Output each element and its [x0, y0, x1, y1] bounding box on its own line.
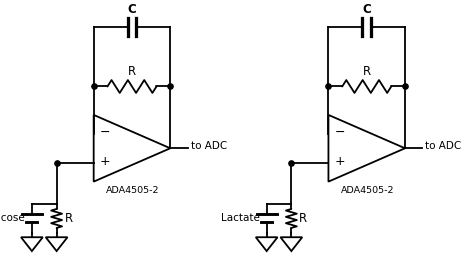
Text: R: R: [299, 212, 308, 225]
Text: −: −: [334, 126, 345, 139]
Text: +: +: [334, 155, 345, 168]
Text: −: −: [100, 126, 110, 139]
Text: to ADC: to ADC: [425, 141, 462, 151]
Text: Lactate: Lactate: [221, 214, 260, 223]
Text: R: R: [64, 212, 73, 225]
Text: R: R: [363, 65, 371, 78]
Text: R: R: [128, 65, 136, 78]
Text: ADA4505-2: ADA4505-2: [341, 186, 394, 195]
Text: to ADC: to ADC: [191, 141, 227, 151]
Text: C: C: [362, 3, 371, 16]
Text: +: +: [100, 155, 110, 168]
Text: ADA4505-2: ADA4505-2: [106, 186, 160, 195]
Text: Glucose: Glucose: [0, 214, 25, 223]
Text: C: C: [128, 3, 137, 16]
